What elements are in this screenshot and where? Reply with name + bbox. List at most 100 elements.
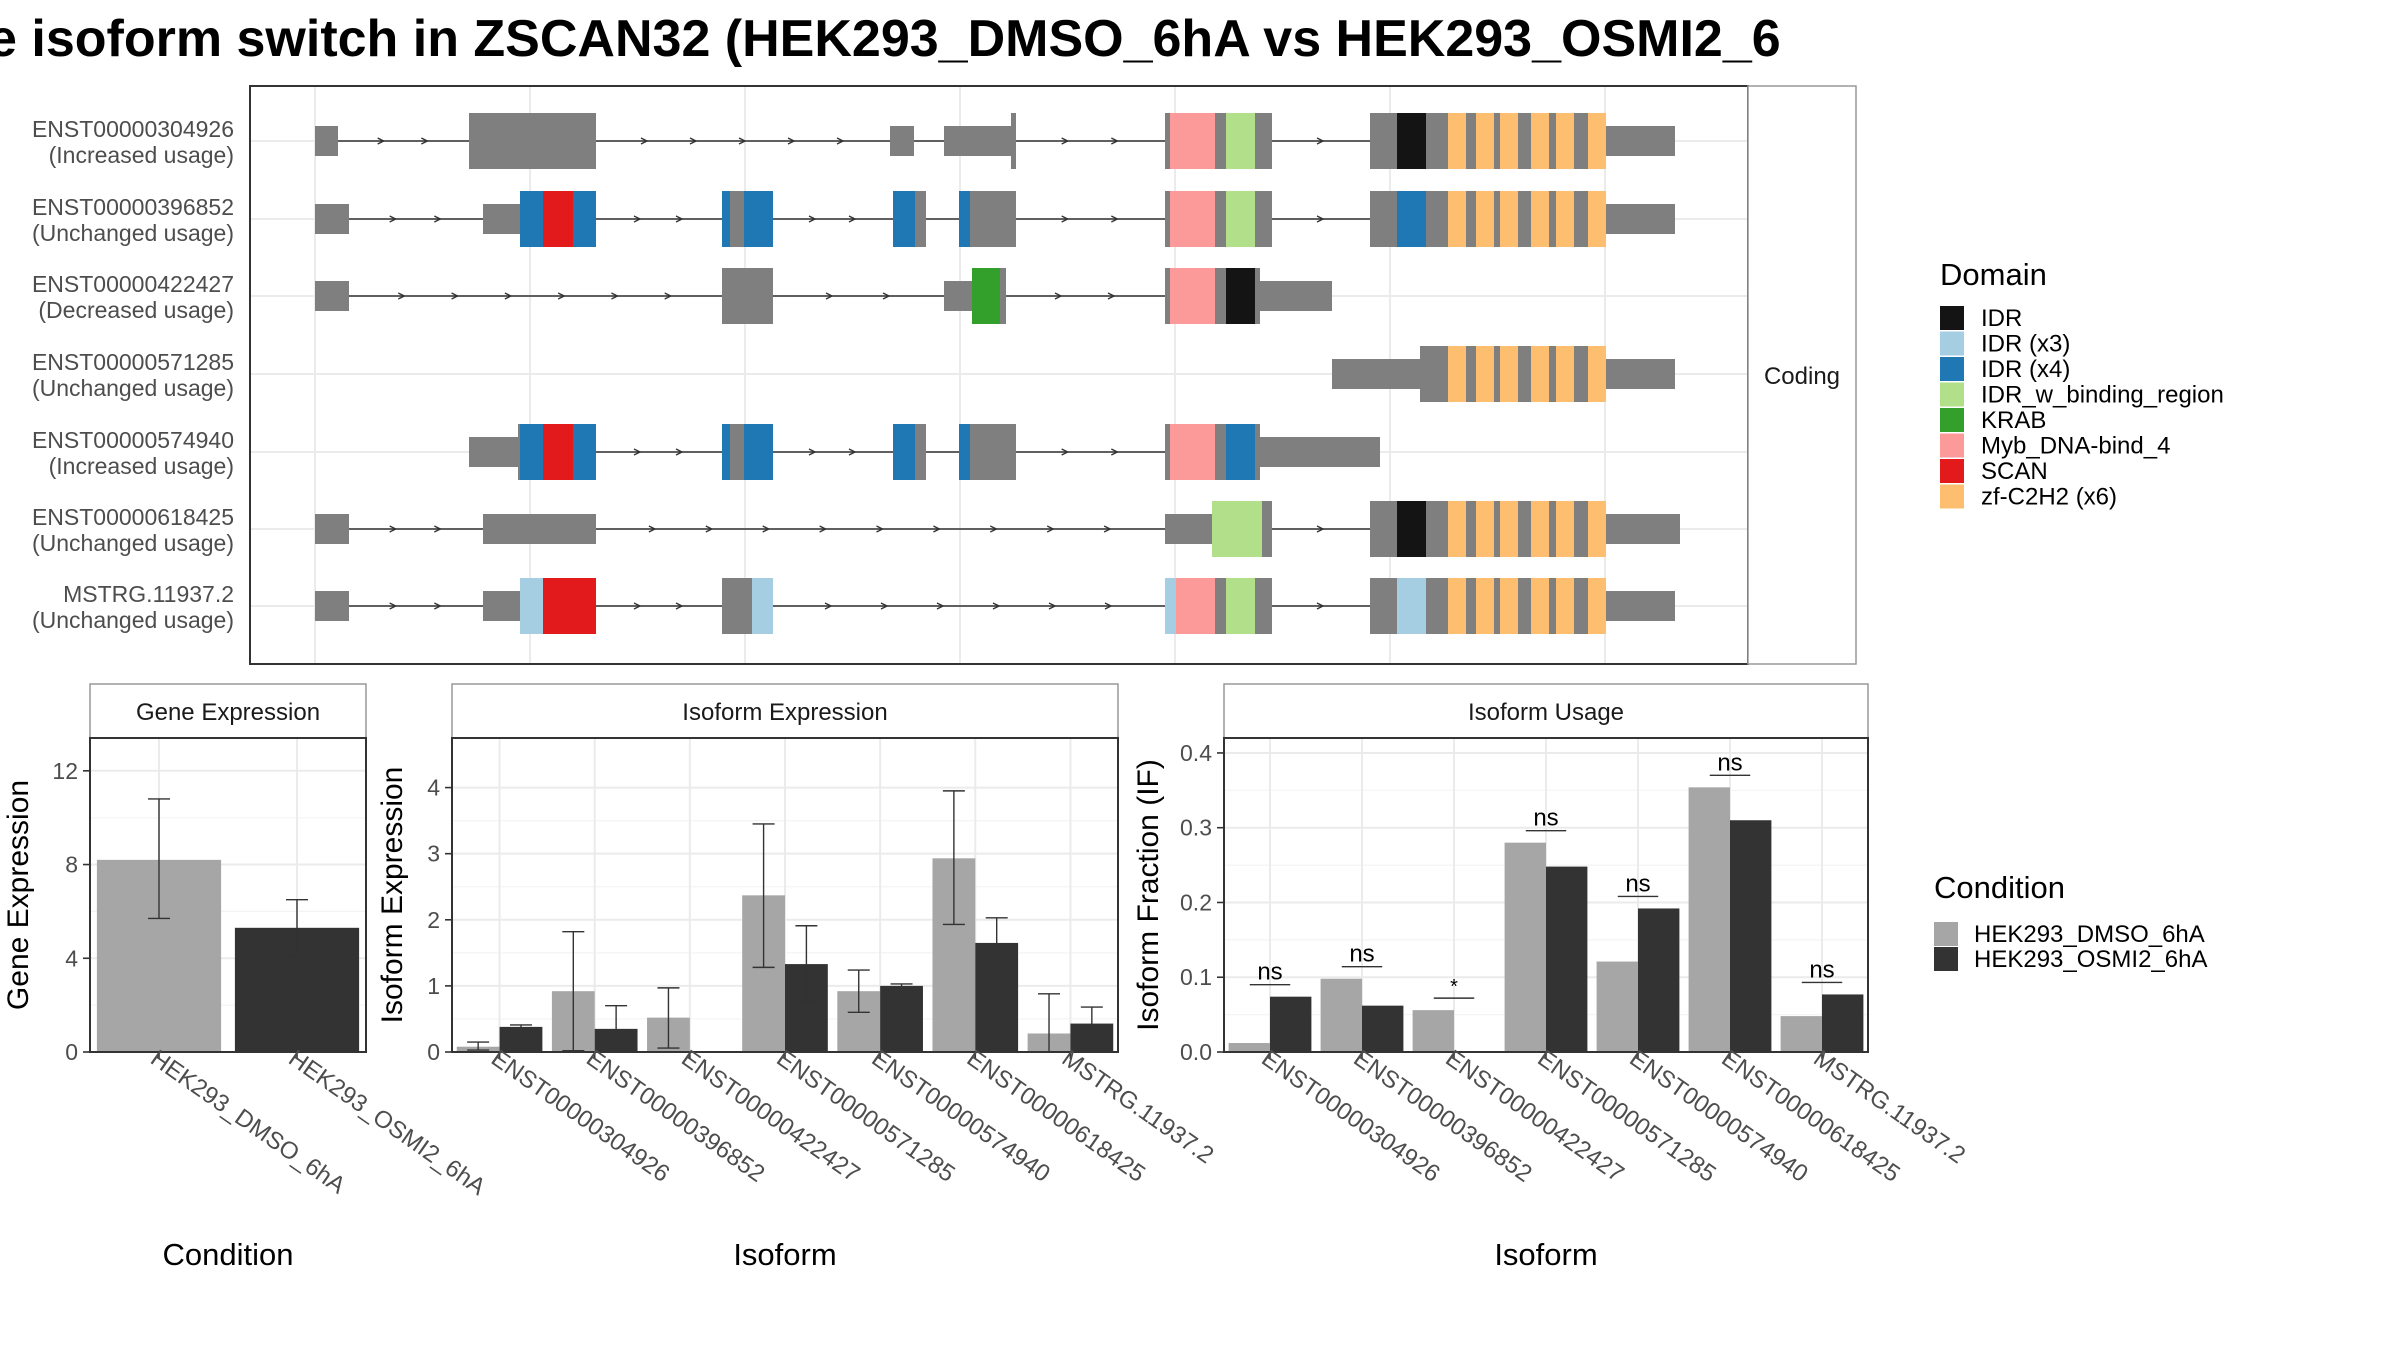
- domain-zf-c2h2: [1556, 113, 1574, 169]
- domain-idr-x4-: [1397, 191, 1426, 247]
- panel-isoform-expression: Isoform Expression01234ENST00000304926EN…: [376, 683, 1219, 1272]
- intron-arrow: [836, 137, 845, 145]
- domain-idr-w-binding-region: [1226, 191, 1255, 247]
- bar: [1412, 1010, 1454, 1052]
- condition-legend-key: [1934, 922, 1958, 946]
- domain-legend-label: Myb_DNA-bind_4: [1981, 433, 2170, 460]
- domain-legend-key: [1940, 484, 1964, 509]
- domain-zf-c2h2: [1556, 578, 1574, 634]
- exon: [483, 591, 520, 621]
- bar: [1638, 908, 1680, 1052]
- domain-legend-label: IDR (x4): [1981, 356, 2070, 383]
- domain-idr-x4-: [959, 191, 970, 247]
- panel-isoform-usage: Isoform Usage ns ns * ns ns ns ns 0.0 0.1 0.2 0.3 0.…: [1132, 683, 1970, 1272]
- x-axis-title: Isoform: [733, 1237, 836, 1272]
- domain-idr-x4-: [520, 424, 543, 480]
- intron-arrow: [451, 292, 460, 300]
- domain-legend-label: IDR: [1981, 305, 2022, 332]
- transcript-ENST00000422427: [315, 268, 1332, 324]
- exon: [890, 126, 914, 156]
- intron-arrow: [557, 292, 566, 300]
- y-tick-label: 12: [52, 758, 78, 784]
- intron-arrow: [675, 448, 684, 456]
- structure-usage-label: (Unchanged usage): [32, 220, 234, 246]
- domain-zf-c2h2: [1476, 346, 1494, 402]
- domain-legend-key: [1940, 408, 1964, 432]
- transcript-ENST00000396852: [315, 191, 1675, 247]
- intron-arrow: [1316, 525, 1325, 533]
- intron-arrow: [933, 525, 941, 533]
- domain-zf-c2h2: [1588, 501, 1606, 557]
- domain-zf-c2h2: [1531, 578, 1549, 634]
- domain-myb-dna-bind-4: [1170, 268, 1215, 324]
- exon: [1600, 359, 1675, 389]
- structure-usage-label: (Unchanged usage): [32, 530, 234, 556]
- domain-zf-c2h2: [1476, 578, 1494, 634]
- domain-legend-label: IDR (x3): [1981, 331, 2070, 358]
- bar: [1822, 994, 1864, 1052]
- exon: [1600, 591, 1675, 621]
- domain-legend-key: [1940, 459, 1964, 483]
- exon: [315, 204, 349, 234]
- significance-label: *: [1450, 976, 1458, 998]
- intron-arrow: [1316, 215, 1325, 223]
- exon: [1600, 126, 1675, 156]
- x-tick-label: ENST00000571285: [772, 1045, 960, 1188]
- domain-legend-label: KRAB: [1981, 407, 2046, 434]
- intron-arrow: [633, 448, 642, 456]
- x-tick-label: ENST00000304926: [486, 1045, 674, 1188]
- structure-strip-label: Coding: [1764, 363, 1840, 390]
- intron-arrow: [1316, 602, 1325, 610]
- y-tick-label: 3: [427, 841, 440, 867]
- bar: [1228, 1043, 1270, 1052]
- y-tick-label: 0.3: [1180, 815, 1212, 841]
- x-axis-title: Isoform: [1494, 1237, 1597, 1272]
- significance-label: ns: [1257, 959, 1282, 986]
- domain-myb-dna-bind-4: [1170, 424, 1215, 480]
- condition-legend-label: HEK293_DMSO_6hA: [1974, 921, 2205, 948]
- intron-arrow: [880, 602, 889, 610]
- bar: [499, 1026, 543, 1052]
- intron-arrow: [882, 292, 891, 300]
- domain-zf-c2h2: [1588, 113, 1606, 169]
- domain-zf-c2h2: [1500, 113, 1518, 169]
- domain-idr-x4-: [573, 191, 596, 247]
- intron-arrow: [989, 525, 998, 533]
- domain-zf-c2h2: [1531, 113, 1549, 169]
- domain-idr-x4-: [744, 424, 773, 480]
- panel-border: [89, 737, 367, 1053]
- intron-arrow: [1111, 448, 1119, 456]
- condition-legend-title: Condition: [1934, 870, 2065, 905]
- domain-idr: [1397, 501, 1426, 557]
- domain-scan: [543, 191, 573, 247]
- structure-isoform-id: ENST00000304926: [32, 116, 234, 142]
- intron-arrow: [738, 137, 747, 145]
- intron-arrow: [1046, 525, 1055, 533]
- intron-arrow: [389, 215, 398, 223]
- domain-idr-w-binding-region: [1212, 501, 1262, 557]
- domain-zf-c2h2: [1476, 501, 1494, 557]
- intron-arrow: [824, 602, 833, 610]
- intron-arrow: [1061, 448, 1070, 456]
- domain-zf-c2h2: [1448, 191, 1466, 247]
- domain-zf-c2h2: [1556, 191, 1574, 247]
- structure-usage-label: (Unchanged usage): [32, 375, 234, 401]
- intron-arrow: [1316, 137, 1325, 145]
- y-tick-label: 8: [65, 852, 78, 878]
- y-tick-label: 0: [65, 1039, 78, 1065]
- figure-title: e isoform switch in ZSCAN32 (HEK293_DMSO…: [0, 10, 1781, 68]
- structure-usage-label: (Unchanged usage): [32, 607, 234, 633]
- x-tick-label: ENST00000574940: [867, 1045, 1055, 1188]
- y-tick-label: 0.0: [1180, 1039, 1212, 1065]
- domain-idr-w-binding-region: [1226, 113, 1255, 169]
- panel-strip: [89, 683, 367, 739]
- structure-isoform-id: ENST00000422427: [32, 271, 234, 297]
- y-tick-label: 1: [427, 973, 440, 999]
- intron-arrow: [689, 137, 698, 145]
- bar: [1270, 996, 1312, 1052]
- x-axis-title: Condition: [163, 1237, 294, 1272]
- exon: [1600, 204, 1675, 234]
- panel-gene-expression: Gene Expression04812HEK293_DMSO_6hAHEK29…: [2, 683, 490, 1272]
- domain-legend-key: [1940, 357, 1964, 381]
